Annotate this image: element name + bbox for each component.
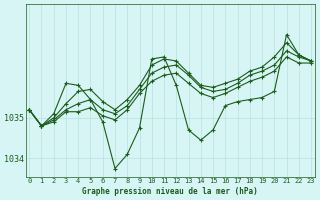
X-axis label: Graphe pression niveau de la mer (hPa): Graphe pression niveau de la mer (hPa) [82, 187, 258, 196]
